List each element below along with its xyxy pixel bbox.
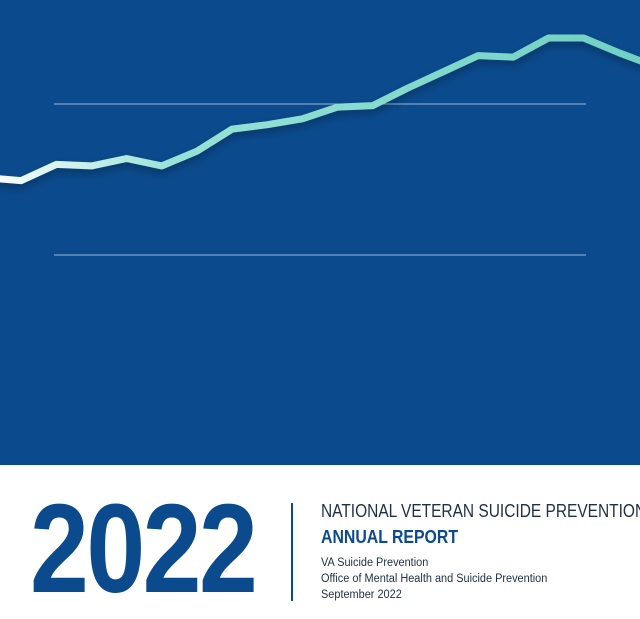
report-subtitle: ANNUAL REPORT bbox=[321, 527, 458, 547]
report-title-block: NATIONAL VETERAN SUICIDE PREVENTION ANNU… bbox=[321, 500, 640, 548]
organization-line: VA Suicide Prevention bbox=[321, 557, 429, 569]
trend-line bbox=[0, 34, 640, 185]
office-line: Office of Mental Health and Suicide Prev… bbox=[321, 573, 548, 585]
report-year: 2022 bbox=[30, 478, 258, 619]
report-meta: VA Suicide Prevention Office of Mental H… bbox=[321, 555, 621, 603]
cover-graphic bbox=[0, 0, 640, 465]
report-title: NATIONAL VETERAN SUICIDE PREVENTION bbox=[321, 501, 640, 521]
date-line: September 2022 bbox=[321, 589, 402, 601]
trend-line-graphic bbox=[0, 34, 640, 256]
cover-footer bbox=[0, 465, 640, 619]
vertical-divider bbox=[291, 503, 293, 601]
